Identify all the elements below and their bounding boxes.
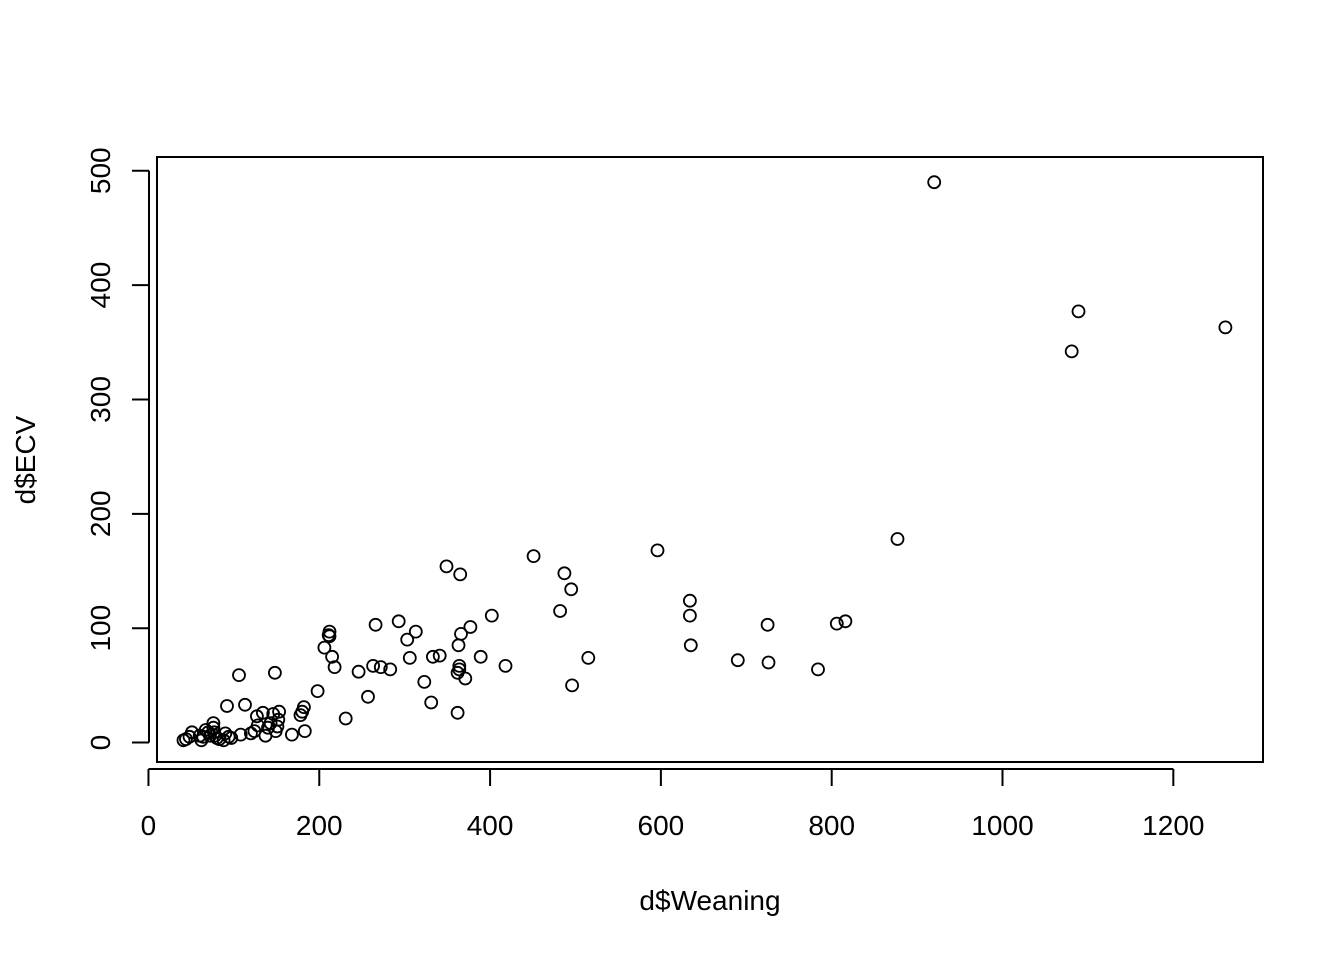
data-point: [581, 651, 596, 665]
data-point: [526, 549, 541, 563]
x-tick-label: 800: [808, 810, 855, 841]
data-point: [224, 731, 239, 745]
y-tick-label: 500: [85, 147, 116, 194]
data-point: [473, 649, 488, 664]
x-tick-label: 1200: [1142, 810, 1204, 841]
data-point: [402, 651, 417, 665]
data-point: [463, 620, 478, 634]
data-point: [338, 711, 353, 726]
data-point: [425, 649, 440, 664]
data-point: [450, 705, 465, 720]
data-point: [297, 724, 312, 738]
x-tick-label: 600: [638, 810, 685, 841]
data-point: [391, 614, 406, 629]
data-point: [400, 632, 415, 647]
data-point: [498, 659, 513, 673]
y-axis-title: d$ECV: [10, 415, 41, 504]
data-point: [1071, 304, 1086, 319]
data-point: [203, 728, 217, 743]
data-point: [453, 567, 468, 582]
data-points: [176, 175, 1233, 748]
x-tick-label: 200: [296, 810, 343, 841]
data-point: [272, 704, 287, 719]
data-point: [361, 689, 375, 704]
data-point: [373, 660, 388, 674]
data-point: [383, 662, 398, 677]
data-point: [811, 662, 825, 677]
data-point: [927, 175, 942, 190]
plot-frame: [156, 156, 1264, 763]
data-point: [650, 543, 665, 558]
data-point: [351, 664, 366, 679]
data-point: [452, 659, 467, 673]
data-point: [838, 614, 853, 629]
data-point: [368, 617, 383, 632]
data-point: [553, 604, 567, 618]
data-point: [243, 726, 258, 741]
data-point: [310, 684, 325, 698]
data-point: [417, 675, 432, 689]
data-point: [255, 705, 270, 720]
data-point: [284, 727, 299, 742]
data-point: [1218, 320, 1233, 335]
data-point: [451, 638, 466, 653]
data-point: [220, 699, 234, 713]
data-point: [267, 665, 282, 680]
data-point: [317, 640, 332, 655]
data-point: [829, 616, 844, 631]
y-tick-label: 300: [85, 376, 116, 423]
data-point: [683, 593, 697, 608]
x-tick-label: 400: [467, 810, 514, 841]
data-point: [270, 719, 285, 734]
data-point: [458, 671, 473, 686]
data-point: [454, 627, 468, 641]
data-point: [325, 649, 340, 664]
data-point: [322, 624, 337, 639]
data-point: [439, 559, 454, 574]
x-tick-label: 1000: [971, 810, 1033, 841]
data-point: [238, 697, 252, 712]
data-point: [233, 727, 248, 742]
data-point: [730, 653, 745, 668]
data-point: [424, 695, 439, 710]
data-point: [271, 712, 286, 727]
data-point: [683, 638, 698, 653]
data-point: [564, 582, 579, 597]
data-point: [432, 648, 447, 663]
data-point: [408, 624, 423, 639]
data-point: [557, 566, 572, 581]
data-point: [760, 617, 775, 632]
x-axis: 0 200 400 600 800 1000 1200: [141, 768, 1204, 841]
y-tick-label: 0: [85, 735, 116, 751]
data-point: [322, 629, 337, 644]
data-point: [890, 532, 905, 546]
y-axis: 0 100 200 300 400 500: [85, 147, 150, 751]
data-point: [250, 718, 265, 733]
x-tick-label: 0: [141, 810, 157, 841]
data-point: [761, 655, 776, 670]
y-tick-label: 400: [85, 262, 116, 309]
data-point: [232, 668, 246, 682]
data-point: [484, 608, 499, 623]
data-point: [1064, 344, 1079, 359]
x-axis-title: d$Weaning: [639, 885, 780, 916]
y-tick-label: 200: [85, 490, 116, 537]
data-point: [565, 678, 579, 693]
data-point: [296, 700, 311, 714]
y-tick-label: 100: [85, 605, 116, 652]
data-point: [327, 660, 342, 674]
data-point: [683, 608, 697, 623]
data-point: [366, 659, 381, 673]
